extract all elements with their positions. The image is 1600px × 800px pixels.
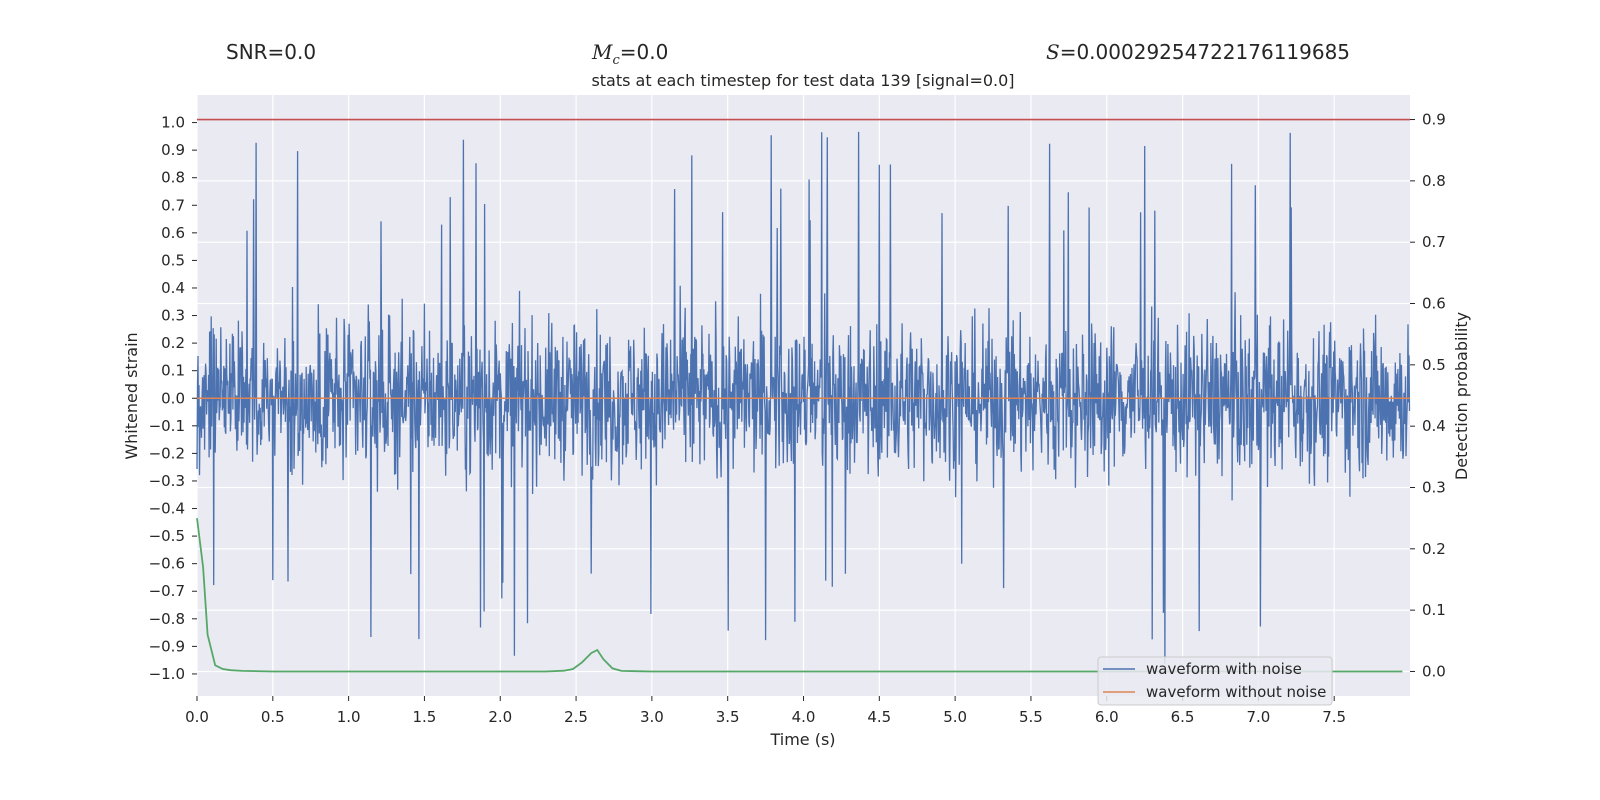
y-tick-label: −0.9 xyxy=(149,637,185,655)
y-tick-label: −0.3 xyxy=(149,472,185,490)
legend-box xyxy=(1097,656,1333,706)
x-axis-label: Time (s) xyxy=(769,730,835,749)
y-tick-label: −0.4 xyxy=(149,500,185,518)
y-tick-label: 0.9 xyxy=(161,141,185,159)
y2-tick-label: 0.5 xyxy=(1422,356,1446,374)
x-tick-label: 0.0 xyxy=(185,708,209,726)
y2-tick-label: 0.3 xyxy=(1422,478,1446,496)
y-tick-label: 1.0 xyxy=(161,114,185,132)
x-tick-label: 4.5 xyxy=(867,708,891,726)
x-tick-label: 3.0 xyxy=(640,708,664,726)
y2-tick-label: 0.6 xyxy=(1422,295,1446,313)
s-stat: S=0.00029254722176119685 xyxy=(1046,40,1351,64)
y-tick-label: 0.3 xyxy=(161,307,185,325)
x-tick-label: 2.0 xyxy=(488,708,512,726)
y-tick-label: −0.7 xyxy=(149,582,185,600)
x-tick-label: 2.5 xyxy=(564,708,588,726)
y-tick-label: −0.2 xyxy=(149,444,185,462)
legend-label-noise: waveform with noise xyxy=(1146,660,1302,678)
y2-tick-label: 0.0 xyxy=(1422,662,1446,680)
y-tick-label: −0.5 xyxy=(149,527,185,545)
waveform-with-noise xyxy=(196,131,1411,664)
x-tick-label: 1.0 xyxy=(337,708,361,726)
y-tick-label: 0.7 xyxy=(161,196,185,214)
y2-tick-label: 0.8 xyxy=(1422,172,1446,190)
x-tick-label: 5.5 xyxy=(1019,708,1043,726)
x-tick-label: 1.5 xyxy=(413,708,437,726)
x-axis: 0.0 0.5 1.0 1.5 2.0 2.5 3.0 3.5 4.0 4.5 5.0 5.5 6.0 6… xyxy=(185,696,1346,726)
legend: waveform with noise waveform without noi… xyxy=(1097,656,1333,706)
legend-label-clean: waveform without noise xyxy=(1146,683,1326,701)
y-tick-label: −0.1 xyxy=(149,417,185,435)
y2-axis-label: Detection probability xyxy=(1452,312,1471,480)
snr-stat: SNR=0.0 xyxy=(226,40,317,64)
x-tick-label: 6.0 xyxy=(1095,708,1119,726)
y-tick-label: 0.2 xyxy=(161,334,185,352)
x-tick-label: 7.0 xyxy=(1246,708,1270,726)
y-tick-label: −0.6 xyxy=(149,555,185,573)
noise-trace xyxy=(196,131,1411,664)
x-tick-label: 5.0 xyxy=(943,708,967,726)
x-tick-label: 3.5 xyxy=(716,708,740,726)
y2-tick-label: 0.2 xyxy=(1422,540,1446,558)
y-tick-label: 0.1 xyxy=(161,362,185,380)
chirp-mass-stat: Mc=0.0 xyxy=(592,40,669,68)
y2-tick-label: 0.4 xyxy=(1422,417,1446,435)
y-axis: 1.0 0.9 0.8 0.7 0.6 0.5 0.4 0.3 0.2 0.1 0.0 −0.1 −0.… xyxy=(149,114,197,683)
y-tick-label: 0.6 xyxy=(161,224,185,242)
y2-axis: 0.9 0.8 0.7 0.6 0.5 0.4 0.3 0.2 0.1 0.0 xyxy=(1410,111,1446,680)
y-tick-label: 0.8 xyxy=(161,169,185,187)
y-tick-label: 0.4 xyxy=(161,279,185,297)
y2-tick-label: 0.7 xyxy=(1422,233,1446,251)
y2-tick-label: 0.9 xyxy=(1422,111,1446,129)
y2-tick-label: 0.1 xyxy=(1422,601,1446,619)
x-tick-label: 0.5 xyxy=(261,708,285,726)
detection-probability-line xyxy=(196,518,1403,673)
y-tick-label: −0.8 xyxy=(149,610,185,628)
y-axis-label: Whitened strain xyxy=(122,332,141,459)
y-tick-label: 0.0 xyxy=(161,389,185,407)
x-tick-label: 7.5 xyxy=(1322,708,1346,726)
x-tick-label: 4.0 xyxy=(792,708,816,726)
y-tick-label: −1.0 xyxy=(149,665,185,683)
x-tick-label: 6.5 xyxy=(1171,708,1195,726)
y-tick-label: 0.5 xyxy=(161,251,185,269)
chart-title: stats at each timestep for test data 139… xyxy=(591,71,1014,90)
